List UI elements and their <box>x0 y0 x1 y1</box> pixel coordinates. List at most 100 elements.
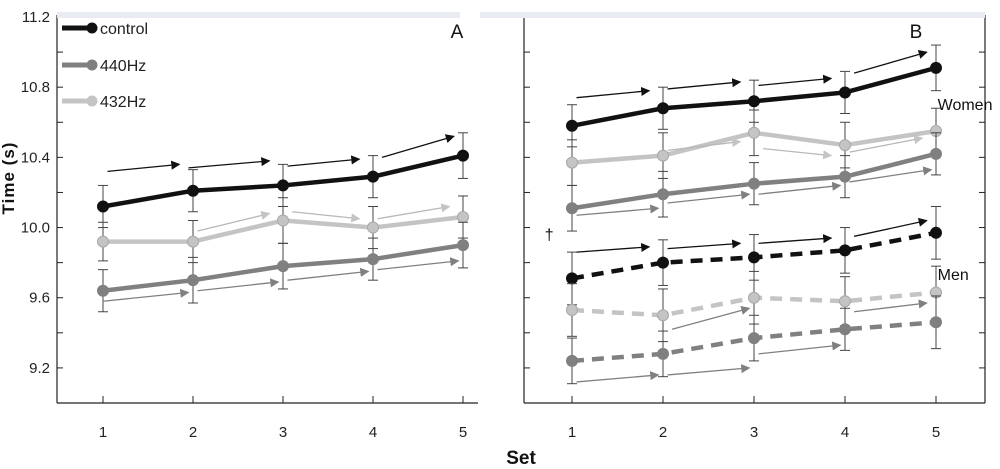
x-tick-label: 3 <box>279 424 287 441</box>
data-point <box>748 251 760 264</box>
trend-arrow <box>287 267 370 281</box>
data-point <box>187 274 199 287</box>
data-point <box>457 211 469 224</box>
data-point <box>748 126 760 139</box>
data-point <box>566 272 578 285</box>
data-point <box>97 235 109 248</box>
trend-arrow <box>849 135 924 153</box>
data-point <box>457 149 469 162</box>
data-point <box>839 295 851 308</box>
x-tick-label: 4 <box>841 424 849 441</box>
trend-arrow <box>377 257 460 271</box>
trend-arrow <box>576 204 660 216</box>
trend-arrow <box>107 160 181 173</box>
data-point <box>277 179 289 192</box>
trend-arrow <box>671 306 751 330</box>
trend-arrow <box>853 217 928 237</box>
trend-arrow <box>291 211 361 223</box>
data-point <box>839 244 851 257</box>
data-point <box>748 291 760 304</box>
data-point <box>367 170 379 183</box>
legend-label: 440Hz <box>100 58 146 75</box>
x-tick-label: 1 <box>568 424 576 441</box>
trend-arrow <box>758 341 842 355</box>
legend-swatch-marker <box>86 22 98 34</box>
data-point <box>277 214 289 227</box>
trend-arrow <box>763 147 833 160</box>
data-point <box>657 309 669 322</box>
trend-arrow <box>667 239 742 250</box>
data-point <box>367 221 379 234</box>
trend-arrow <box>576 371 660 383</box>
x-tick-label: 2 <box>189 424 197 441</box>
data-point <box>657 256 669 269</box>
x-tick-label: 2 <box>659 424 667 441</box>
data-point <box>930 316 942 329</box>
y-tick-label: 11.2 <box>22 9 50 26</box>
trend-arrow <box>667 78 742 90</box>
legend-swatch-marker <box>86 95 98 107</box>
x-tick-label: 4 <box>369 424 377 441</box>
trend-arrow <box>381 134 455 158</box>
trend-arrow <box>758 74 833 87</box>
trend-arrow <box>667 364 751 376</box>
data-point <box>839 323 851 336</box>
data-point <box>930 147 942 160</box>
trend-arrow <box>853 49 928 74</box>
data-point <box>187 184 199 197</box>
data-point <box>930 226 942 239</box>
data-point <box>566 119 578 132</box>
y-tick-label: 9.6 <box>29 290 50 307</box>
trend-arrow <box>287 155 361 167</box>
data-point <box>748 177 760 190</box>
data-point <box>566 304 578 317</box>
trend-arrow <box>576 242 651 253</box>
trend-arrow <box>188 157 271 169</box>
data-point <box>657 347 669 360</box>
x-axis-label: Set <box>506 448 536 469</box>
legend-label: control <box>100 21 148 38</box>
trend-arrow <box>849 166 933 183</box>
data-point <box>97 284 109 297</box>
data-point <box>657 149 669 162</box>
panel-label: A <box>451 22 464 43</box>
trend-arrow <box>758 234 833 244</box>
trend-arrow <box>576 86 651 99</box>
trend-arrow <box>667 190 751 204</box>
legend-swatch-marker <box>86 59 98 71</box>
x-tick-label: 3 <box>750 424 758 441</box>
x-tick-label: 5 <box>459 424 467 441</box>
group-label: Men <box>938 267 969 284</box>
data-point <box>566 156 578 169</box>
text-layer: 1 2 3 4 5 1 2 3 4 5 9.2 9.6 10.0 10.4 10.8 11.2 Set Time … <box>0 9 992 469</box>
data-point <box>930 61 942 74</box>
data-point <box>839 86 851 99</box>
data-point <box>187 235 199 248</box>
data-point <box>839 170 851 183</box>
y-tick-label: 10.8 <box>21 79 50 96</box>
panel-label: B <box>910 22 923 43</box>
data-point <box>748 332 760 345</box>
trend-arrow <box>758 181 842 195</box>
data-point <box>566 354 578 367</box>
data-point <box>657 102 669 115</box>
y-axis-label: Time (s) <box>0 142 18 215</box>
data-point <box>566 202 578 215</box>
axes-layer <box>56 12 986 404</box>
data-point <box>457 239 469 252</box>
trend-arrow <box>197 278 280 292</box>
data-point <box>367 253 379 266</box>
data-point <box>277 260 289 273</box>
trend-arrow <box>102 288 190 302</box>
y-tick-label: 10.0 <box>21 220 50 237</box>
data-point <box>839 139 851 152</box>
data-point <box>657 188 669 201</box>
data-layer <box>62 22 942 385</box>
group-label: Women <box>938 97 993 114</box>
data-point <box>97 200 109 213</box>
x-tick-label: 5 <box>932 424 940 441</box>
legend-label: 432Hz <box>100 94 146 111</box>
x-tick-label: 1 <box>99 424 107 441</box>
data-point <box>748 95 760 108</box>
